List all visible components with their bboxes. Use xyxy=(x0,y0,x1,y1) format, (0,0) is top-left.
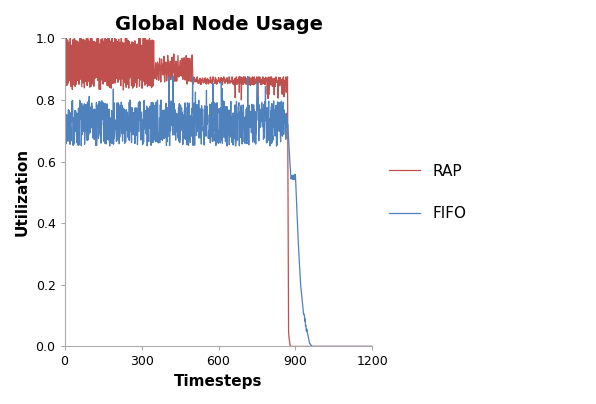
FIFO xyxy=(169,74,176,78)
FIFO xyxy=(369,344,376,349)
FIFO xyxy=(158,116,165,121)
RAP xyxy=(132,66,139,71)
RAP xyxy=(163,78,170,83)
RAP xyxy=(254,80,262,85)
FIFO xyxy=(254,94,262,99)
RAP xyxy=(297,344,305,349)
RAP xyxy=(369,344,376,349)
X-axis label: Timesteps: Timesteps xyxy=(174,374,263,389)
Line: RAP: RAP xyxy=(64,38,372,346)
FIFO xyxy=(131,141,138,146)
RAP xyxy=(159,61,166,65)
FIFO xyxy=(309,344,316,349)
FIFO xyxy=(265,138,272,143)
RAP xyxy=(61,57,68,61)
Line: FIFO: FIFO xyxy=(64,76,372,346)
FIFO xyxy=(297,285,305,290)
RAP xyxy=(265,82,272,87)
Y-axis label: Utilization: Utilization xyxy=(15,148,30,236)
FIFO xyxy=(163,143,170,148)
RAP xyxy=(63,36,70,41)
Legend: RAP, FIFO: RAP, FIFO xyxy=(383,158,472,227)
Title: Global Node Usage: Global Node Usage xyxy=(114,15,322,34)
FIFO xyxy=(61,136,68,141)
RAP xyxy=(287,344,294,349)
